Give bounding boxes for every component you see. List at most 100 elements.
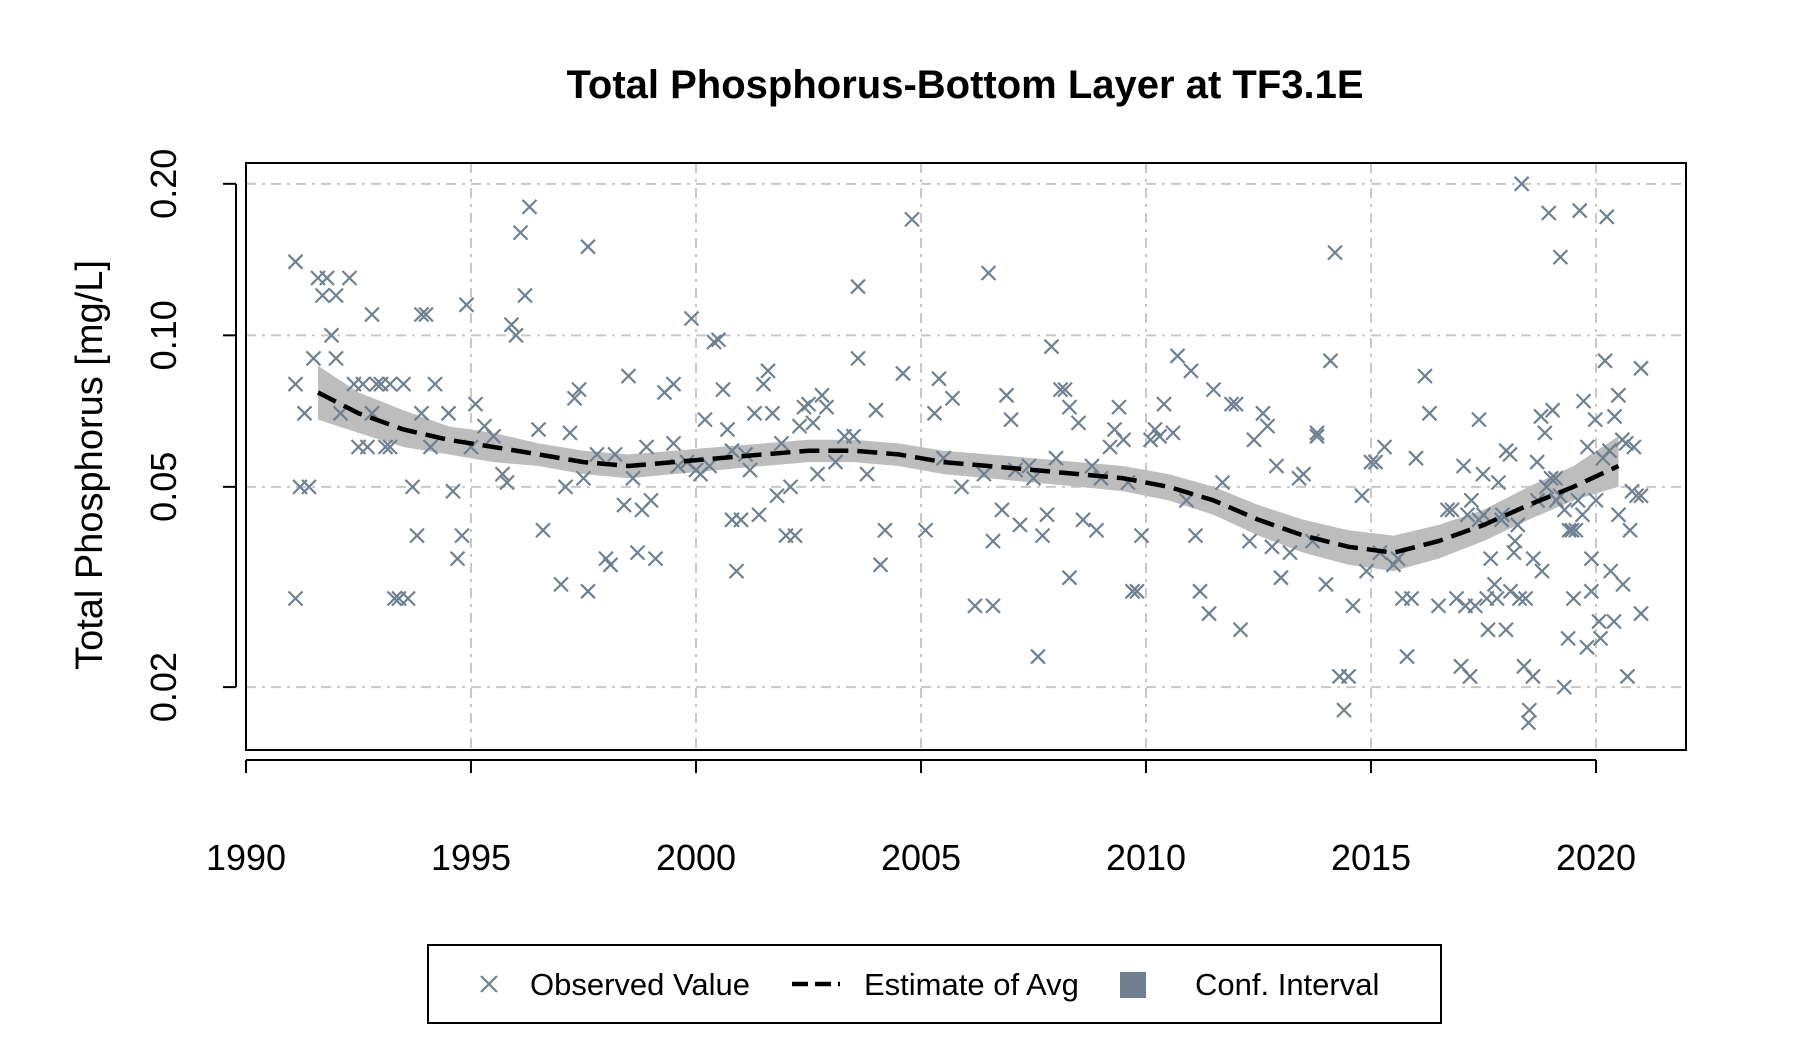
observed-point: [1003, 411, 1019, 428]
observed-point: [1034, 527, 1051, 544]
observed-point: [553, 576, 569, 593]
conf-interval-area: [318, 365, 1619, 572]
observed-point: [458, 297, 475, 313]
observed-point: [467, 396, 484, 412]
observed-point: [400, 590, 416, 607]
observed-point: [418, 306, 434, 323]
observed-point: [1354, 487, 1370, 504]
observed-point: [1403, 590, 1420, 607]
observed-point: [328, 350, 344, 367]
observed-point: [782, 479, 799, 495]
observed-point: [697, 411, 713, 428]
observed-point: [395, 376, 412, 392]
observed-point: [1543, 470, 1559, 487]
observed-point: [1102, 439, 1118, 455]
observed-point: [850, 278, 866, 295]
observed-point: [1061, 399, 1078, 415]
observed-point: [1408, 450, 1424, 466]
observed-point: [1201, 605, 1217, 622]
observed-point: [1363, 454, 1379, 470]
observed-point: [1622, 522, 1638, 538]
observed-point: [1502, 446, 1518, 463]
observed-point: [580, 238, 596, 255]
observed-point: [1583, 550, 1600, 567]
observed-point: [845, 428, 862, 445]
observed-point: [1205, 381, 1222, 398]
observed-point: [1628, 487, 1645, 504]
observed-point: [530, 421, 547, 438]
observed-point: [499, 474, 515, 491]
observed-point: [1241, 533, 1258, 549]
observed-point: [1259, 418, 1276, 434]
observed-point: [1534, 563, 1550, 579]
plot-frame: [245, 162, 1687, 751]
observed-point: [980, 265, 997, 281]
observed-point: [1619, 668, 1636, 685]
observed-point: [1633, 487, 1649, 504]
observed-point: [976, 466, 992, 482]
observed-point: [1304, 533, 1321, 549]
observed-point: [1327, 244, 1343, 261]
observed-point: [1606, 408, 1623, 425]
observed-point: [287, 590, 304, 607]
observed-point: [422, 439, 439, 455]
observed-point: [1618, 435, 1634, 452]
observed-point: [647, 550, 664, 567]
observed-point: [1571, 202, 1588, 219]
legend: Observed Value Estimate of Avg Conf. Int…: [427, 944, 1442, 1024]
legend-interval-swatch: [1120, 972, 1146, 998]
observed-point: [1012, 517, 1028, 533]
observed-point: [773, 435, 790, 452]
observed-point: [1417, 368, 1433, 384]
observed-point: [1568, 522, 1584, 538]
observed-point: [1583, 583, 1600, 600]
y-axis: 0.02 0.05 0.10 0.20: [143, 149, 237, 722]
observed-point: [1633, 605, 1649, 622]
observed-point: [665, 435, 682, 452]
observed-point: [1574, 507, 1591, 523]
observed-point: [1048, 450, 1064, 466]
observed-point: [1462, 668, 1478, 685]
observed-point: [535, 522, 551, 538]
observed-point: [602, 557, 619, 573]
observed-point: [1025, 470, 1042, 487]
observed-point: [521, 199, 538, 215]
observed-point: [377, 439, 394, 455]
observed-point: [382, 439, 398, 455]
observed-point: [1345, 598, 1361, 614]
observed-point: [440, 405, 457, 422]
observed-point: [1376, 439, 1393, 455]
observed-point: [1124, 583, 1141, 600]
observed-point: [1052, 381, 1069, 398]
legend-observed-marker: [480, 975, 498, 993]
observed-point: [1575, 393, 1592, 409]
observed-point: [931, 370, 947, 387]
observed-point: [1633, 360, 1649, 377]
observed-point: [296, 405, 313, 422]
observed-point: [625, 470, 641, 487]
observed-point: [503, 316, 520, 333]
observed-point: [787, 527, 803, 544]
observed-point: [368, 376, 385, 392]
observed-point: [1587, 411, 1603, 428]
observed-point: [1547, 470, 1564, 487]
observed-point: [1626, 439, 1642, 455]
observed-point: [1525, 668, 1541, 685]
observed-point: [850, 350, 866, 367]
observed-point: [1561, 522, 1577, 538]
observed-point: [1043, 338, 1060, 355]
observed-point: [580, 583, 596, 600]
observed-point: [413, 306, 430, 323]
observed-point: [904, 211, 920, 228]
observed-point: [769, 487, 785, 504]
observed-point: [1511, 590, 1528, 607]
observed-point: [1591, 613, 1607, 630]
x-tick-label: 2015: [1331, 837, 1411, 878]
observed-point: [620, 368, 637, 384]
observed-point: [1322, 353, 1339, 369]
conf-interval-band: [318, 365, 1619, 572]
observed-point: [1358, 563, 1375, 579]
observed-point: [1595, 450, 1611, 466]
observed-point: [409, 527, 425, 544]
observed-point: [1560, 630, 1576, 647]
